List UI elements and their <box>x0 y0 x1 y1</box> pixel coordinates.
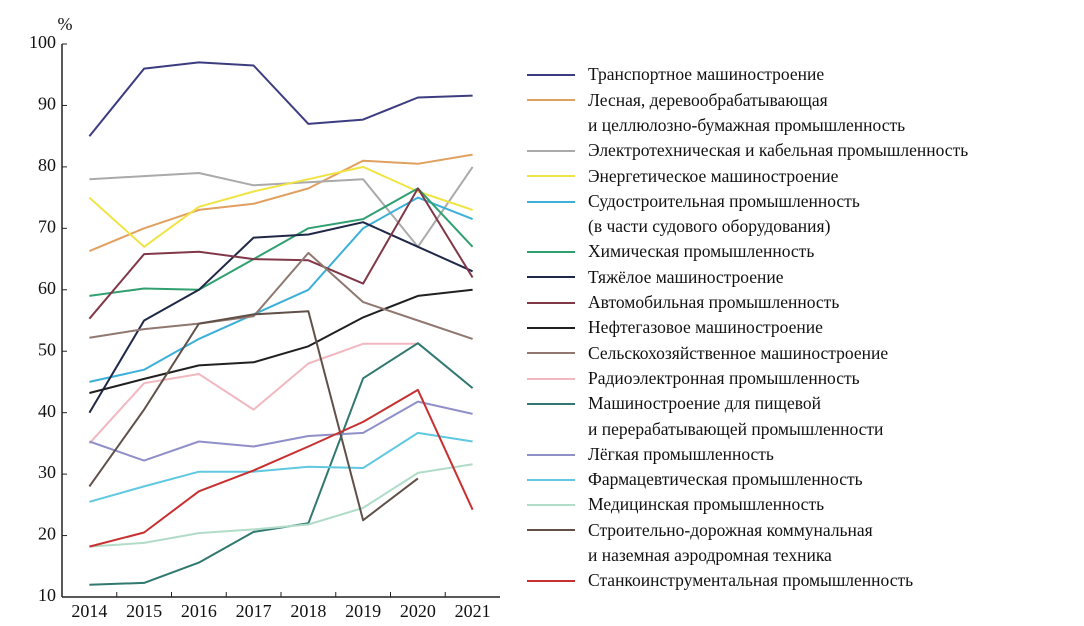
series-line <box>88 310 419 522</box>
legend-swatch <box>527 175 575 178</box>
legend-label: Лесная, деревообрабатывающая и целлюлозн… <box>588 89 906 135</box>
y-tick-label: 80 <box>38 155 56 175</box>
legend-label: Нефтегазовое машиностроение <box>588 317 823 338</box>
y-tick-label: 10 <box>38 585 56 605</box>
legend-label: Автомобильная промышленность <box>588 292 840 313</box>
legend-swatch <box>527 200 575 203</box>
legend-swatch <box>527 149 575 152</box>
series-line <box>89 342 474 586</box>
x-tick-label: 2015 <box>126 601 162 621</box>
legend-label: Химическая промышленность <box>588 241 815 262</box>
legend-label: Тяжёлое машиностроение <box>588 266 784 287</box>
y-tick-label: 40 <box>38 401 56 421</box>
y-tick-label: 90 <box>38 94 56 114</box>
y-tick-label: 20 <box>38 524 56 544</box>
x-tick-label: 2018 <box>290 601 326 621</box>
legend-label: Энергетическое машиностроение <box>588 165 839 186</box>
series-line <box>89 431 473 503</box>
legend-label: Электротехническая и кабельная промышлен… <box>588 140 969 161</box>
y-tick-label: 100 <box>29 32 56 52</box>
series-line <box>89 166 474 248</box>
legend-swatch <box>527 352 575 355</box>
legend-label: Станкоинструментальная промышленность <box>588 570 914 591</box>
series-line <box>89 388 474 548</box>
series-line <box>88 221 474 414</box>
legend-label: Транспортное машиностроение <box>588 64 825 85</box>
legend-label: Строительно-дорожная коммунальная и назе… <box>588 519 873 566</box>
series-line <box>88 187 474 320</box>
legend-label: Машиностроение для пищевой и перерабатыв… <box>588 393 884 439</box>
legend-swatch <box>527 504 575 507</box>
legend-label: Лёгкая промышленность <box>588 443 774 464</box>
x-tick-label: 2021 <box>455 601 491 621</box>
series-line <box>89 288 473 394</box>
legend-swatch <box>527 580 575 582</box>
series-line <box>88 61 473 137</box>
legend-swatch <box>527 276 575 279</box>
legend-label: Радиоэлектронная промышленность <box>588 367 860 388</box>
legend-label: Фармацевтическая промышленность <box>588 469 863 490</box>
legend-label: Медицинская промышленность <box>588 494 825 515</box>
series-line <box>89 187 474 297</box>
y-tick-label: 50 <box>38 339 56 359</box>
legend-swatch <box>527 529 575 532</box>
series-line <box>89 463 473 548</box>
series-line <box>89 251 473 340</box>
y-tick-label: 70 <box>38 216 56 236</box>
y-axis-label: % <box>58 14 73 34</box>
legend-swatch <box>527 478 575 481</box>
legend-label: Судостроительная промышленность (в части… <box>588 190 860 237</box>
legend-swatch <box>527 402 575 405</box>
series-line <box>89 153 473 253</box>
legend-swatch <box>527 453 575 456</box>
legend-swatch <box>527 377 575 380</box>
y-tick-label: 30 <box>38 462 56 482</box>
legend-swatch <box>527 99 575 102</box>
y-tick-label: 60 <box>38 278 56 298</box>
legend-swatch <box>527 74 575 76</box>
legend-label: Сельскохозяйственное машиностроение <box>588 342 889 363</box>
series-line <box>88 342 418 445</box>
x-tick-label: 2017 <box>236 601 272 621</box>
legend-swatch <box>527 301 575 304</box>
x-tick-label: 2019 <box>345 601 381 621</box>
x-tick-label: 2020 <box>400 601 436 621</box>
legend-swatch <box>527 327 575 329</box>
x-tick-label: 2014 <box>71 601 107 621</box>
series-line <box>89 400 473 462</box>
legend-swatch <box>527 251 575 254</box>
x-tick-label: 2016 <box>181 601 217 621</box>
series-line <box>88 165 473 248</box>
